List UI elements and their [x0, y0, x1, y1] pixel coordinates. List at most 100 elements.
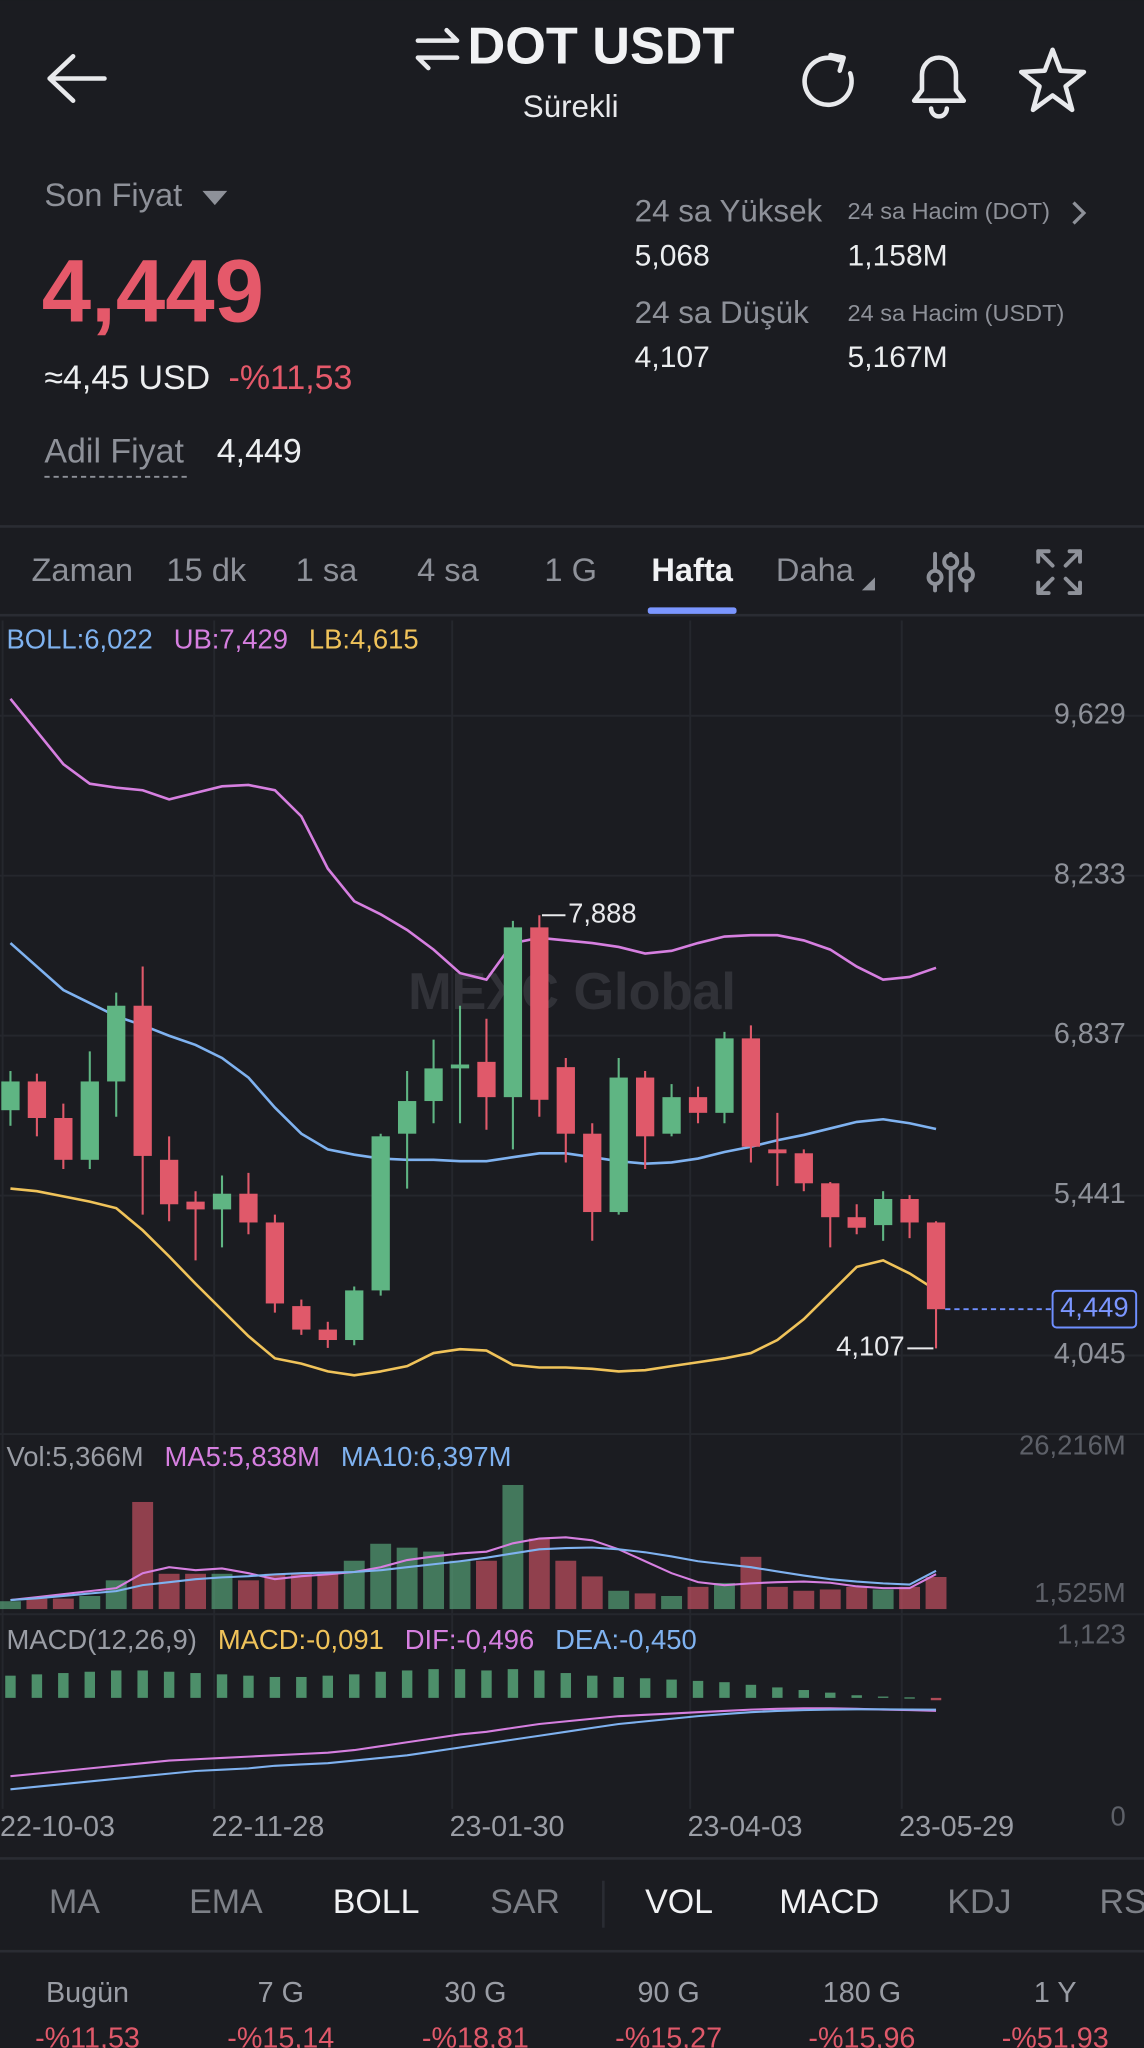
macd-bar	[851, 1695, 862, 1698]
swap-icon[interactable]	[415, 27, 460, 71]
chevron[interactable]	[1072, 201, 1087, 225]
bell-button[interactable]	[911, 55, 967, 119]
volume-bar	[502, 1484, 524, 1610]
candle-body	[397, 1101, 417, 1134]
macd-bar	[877, 1696, 889, 1698]
period-label: 7 G	[258, 1977, 304, 2009]
candle-body	[583, 1133, 602, 1213]
indicator-tab[interactable]: EMA	[189, 1883, 263, 1921]
indicator-tab[interactable]: KDJ	[947, 1883, 1011, 1921]
period-change: -%51,93	[1002, 2023, 1109, 2048]
volume-ma-line	[10, 1546, 937, 1602]
volume-bar	[846, 1586, 868, 1610]
candle-body	[662, 1097, 681, 1134]
macd-bar	[111, 1670, 122, 1698]
candle-body	[450, 1064, 470, 1069]
candle-body	[1, 1081, 20, 1111]
macd-bar	[507, 1669, 519, 1698]
macd-bar	[31, 1674, 43, 1698]
fullscreen-button[interactable]	[1036, 549, 1082, 596]
y-tick-label: 4,045	[1054, 1338, 1126, 1370]
volume-bar	[79, 1595, 101, 1610]
dropdown-arrow	[202, 190, 228, 206]
macd-bar	[534, 1670, 545, 1698]
period-change: -%18,81	[422, 2023, 529, 2048]
period-change: -%15,27	[615, 2023, 722, 2048]
macd-bar	[322, 1675, 334, 1698]
volume-bar	[687, 1586, 709, 1610]
boll-line	[9, 697, 937, 982]
time-tab[interactable]: 15 dk	[166, 551, 246, 588]
volume-bar	[819, 1589, 841, 1610]
volume-bar	[581, 1576, 603, 1610]
boll-line	[9, 942, 937, 1166]
price-change: -%11,53	[229, 359, 353, 397]
macd-bar	[481, 1670, 492, 1698]
time-tab[interactable]: 1 sa	[296, 551, 359, 588]
time-tab[interactable]: Zaman	[32, 551, 134, 588]
volume-bar	[290, 1573, 312, 1610]
indicator-tab[interactable]: MACD	[779, 1883, 879, 1921]
y-tick-label: 5,441	[1054, 1178, 1126, 1210]
last-price: 4,449	[42, 241, 264, 340]
last-price-box	[1051, 1289, 1138, 1329]
volume-bar	[925, 1576, 947, 1610]
x-tick-label: 22-10-03	[0, 1811, 115, 1843]
fair-price-value: 4,449	[217, 432, 302, 470]
macd-bar	[639, 1678, 651, 1698]
volume-bar	[211, 1573, 233, 1610]
volume-bar	[423, 1551, 445, 1610]
candle-body	[741, 1038, 761, 1147]
candle-body	[556, 1067, 575, 1134]
title[interactable]: DOT USDT	[468, 18, 735, 76]
volume-bar	[185, 1573, 207, 1610]
candle-body	[503, 927, 523, 1098]
macd-bar	[375, 1671, 386, 1698]
x-tick-label: 23-04-03	[688, 1811, 803, 1843]
macd-bar	[349, 1674, 360, 1698]
legend-item: BOLL:6,022	[7, 624, 153, 655]
indicator-tab[interactable]: SAR	[490, 1883, 560, 1921]
candle-body	[635, 1077, 655, 1137]
last-price-tag: 4,449	[1060, 1291, 1129, 1322]
more-arrow	[861, 577, 875, 591]
macd-bar	[587, 1675, 598, 1698]
candle-body	[239, 1193, 258, 1223]
candle-body	[768, 1149, 787, 1154]
indicator-tab[interactable]: RS	[1100, 1883, 1144, 1921]
indicator-tab[interactable]: MA	[49, 1883, 100, 1921]
time-tab[interactable]: 1 G	[544, 551, 597, 588]
indicator-tab[interactable]: BOLL	[333, 1883, 420, 1921]
macd-bar	[745, 1684, 757, 1698]
x-tick-label: 23-05-29	[899, 1811, 1014, 1843]
indicator-tab[interactable]: VOL	[645, 1883, 713, 1921]
refresh-button[interactable]	[802, 52, 854, 108]
candle-body	[847, 1217, 866, 1228]
macd-bar	[428, 1669, 439, 1698]
x-tick-label: 23-01-30	[450, 1811, 565, 1843]
candle-body	[265, 1222, 285, 1304]
candle-body	[27, 1081, 47, 1118]
volume-ma-line	[10, 1536, 937, 1602]
low-annotation: 4,107	[836, 1331, 905, 1362]
time-tab[interactable]: 4 sa	[417, 551, 480, 588]
candle-body	[212, 1193, 232, 1210]
back-button[interactable]	[47, 54, 107, 103]
macd-bar	[613, 1676, 624, 1698]
high-annotation: 7,888	[568, 897, 637, 928]
favorite-button[interactable]	[1018, 47, 1087, 113]
macd-bar	[904, 1697, 915, 1699]
time-tab[interactable]: Daha	[776, 551, 855, 588]
macd-bar	[84, 1671, 96, 1698]
macd-bar	[825, 1692, 836, 1698]
stat-label: 24 sa Yüksek	[635, 193, 823, 228]
volume-bar	[370, 1543, 392, 1610]
indicator-settings-button[interactable]	[926, 551, 975, 593]
legend-item: LB:4,615	[309, 624, 419, 655]
time-tab[interactable]: Hafta	[651, 551, 733, 588]
volume-bar	[52, 1598, 74, 1610]
stat-value: 1,158M	[848, 239, 948, 272]
price-label[interactable]: Son Fiyat	[44, 176, 182, 213]
candle-body	[926, 1222, 946, 1310]
